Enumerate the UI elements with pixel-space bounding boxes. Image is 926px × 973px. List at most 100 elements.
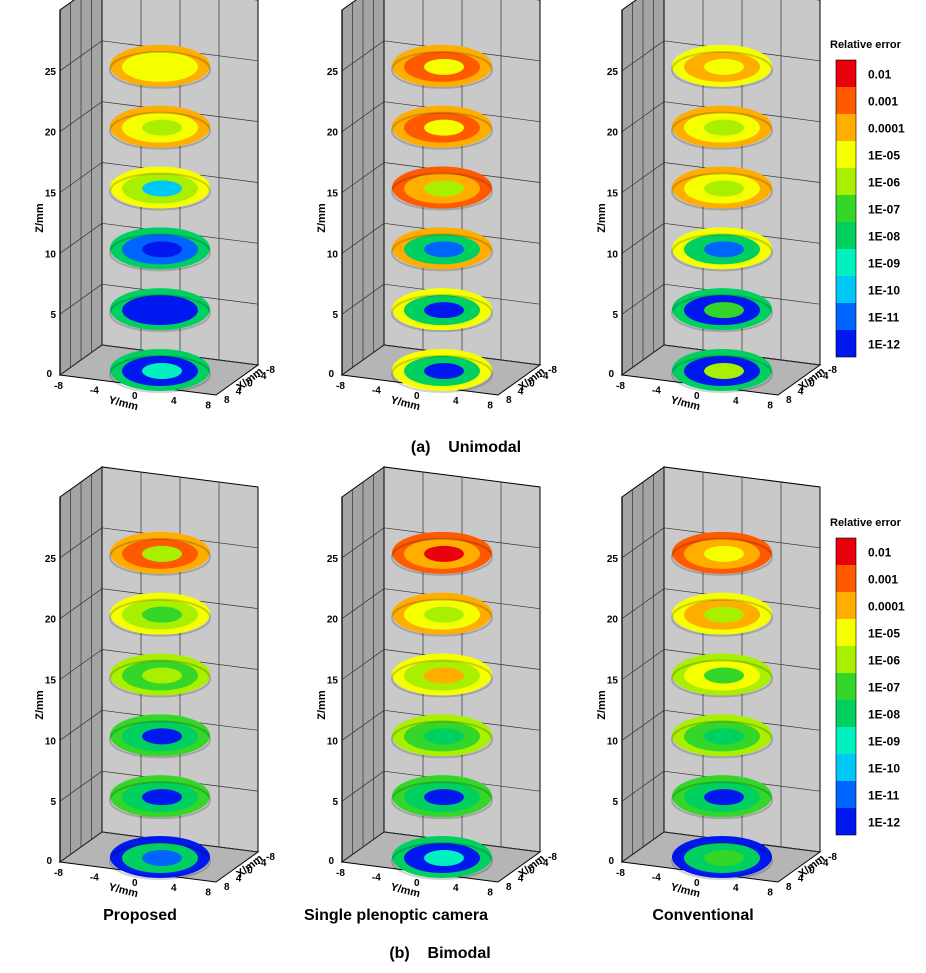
y-tick-label: 8 (767, 400, 773, 411)
slice-rim-shadow (671, 598, 773, 637)
x-tick-label: -8 (828, 365, 837, 376)
slice-core (142, 667, 182, 684)
x-tick-label: -4 (820, 858, 829, 869)
z-tick-label: 15 (327, 676, 339, 687)
x-tick-label: 8 (506, 882, 512, 893)
colorbar-frame (835, 537, 857, 836)
slice-rim-shadow (109, 111, 211, 150)
slice-core (142, 119, 182, 136)
y-tick-label: 8 (767, 887, 773, 898)
colorbar-level-label: 1E-11 (868, 789, 900, 803)
y-tick-label: -8 (336, 381, 345, 392)
caption-unimodal: (a) Unimodal (411, 439, 521, 456)
slice-core (704, 850, 744, 866)
colorbar-level-label: 1E-08 (868, 708, 900, 722)
slice-z0 (671, 836, 773, 880)
z-tick-label: 10 (45, 249, 57, 260)
colorbar-level-label: 1E-10 (868, 284, 900, 298)
y-tick-label: 4 (453, 396, 459, 407)
slice-rim-shadow (109, 720, 211, 759)
slice-z20 (391, 105, 493, 150)
z-tick-label: 10 (327, 249, 339, 260)
slice-core (704, 789, 744, 806)
colorbar-level-label: 0.01 (868, 68, 892, 82)
slice-core (142, 302, 182, 319)
slice-core (142, 180, 182, 197)
slice-z15 (109, 653, 211, 698)
slice-rim-shadow (391, 294, 493, 333)
z-tick-label: 25 (607, 67, 619, 78)
z-tick-label: 20 (327, 128, 339, 139)
colorbar-swatch (836, 249, 856, 276)
y-tick-label: -8 (616, 868, 625, 879)
slice-core (142, 58, 182, 75)
x-tick-label: 8 (224, 395, 230, 406)
colorbar-swatch (836, 114, 856, 141)
slice-rim-shadow (109, 233, 211, 272)
x-tick-label: 8 (224, 882, 230, 893)
x-tick-label: -4 (540, 371, 549, 382)
colorbar-swatch (836, 781, 856, 808)
slice-z20 (109, 105, 211, 150)
slice-core (142, 545, 182, 562)
colorbar-swatch (836, 727, 856, 754)
slice-core (424, 606, 464, 623)
colorbar-level-label: 1E-07 (868, 681, 900, 695)
z-axis-label: Z/mm (596, 690, 608, 720)
slice-z10 (391, 714, 493, 759)
slice-z25 (391, 531, 493, 576)
slice-z5 (391, 288, 493, 333)
x-tick-label: 0 (247, 866, 253, 877)
z-axis-label: Z/mm (316, 203, 328, 233)
colorbars-layer: Relative error 0.01 0.001 0.0001 1E-05 1E-06 1… (830, 39, 905, 836)
y-tick-label: 8 (487, 400, 493, 411)
slice-core (704, 58, 744, 75)
y-tick-label: 0 (694, 878, 700, 889)
y-tick-label: -8 (54, 381, 63, 392)
slice-rim-shadow (391, 598, 493, 637)
z-tick-label: 25 (327, 67, 339, 78)
x-tick-label: 4 (236, 387, 242, 398)
slice-z5 (109, 775, 211, 820)
slice-rim-shadow (109, 781, 211, 820)
z-axis-label: Z/mm (34, 203, 46, 233)
slice-rim-shadow (391, 720, 493, 759)
colorbar-swatch (836, 673, 856, 700)
colorbar-swatch (836, 619, 856, 646)
slice-z20 (109, 592, 211, 637)
slice-core (704, 363, 744, 379)
slice-rim-shadow (391, 233, 493, 272)
slice-z15 (391, 653, 493, 698)
y-tick-label: 8 (205, 400, 211, 411)
slice-z15 (391, 166, 493, 211)
colorbar-level-label: 1E-06 (868, 176, 900, 190)
colorbar-swatch (836, 754, 856, 781)
slice-rim-shadow (391, 842, 493, 880)
slice-core (704, 180, 744, 197)
x-tick-label: 0 (809, 866, 815, 877)
slice-core (704, 667, 744, 684)
slice-z5 (671, 775, 773, 820)
colorbar-swatch (836, 222, 856, 249)
colorbar-swatch (836, 330, 856, 357)
slice-rim-shadow (671, 233, 773, 272)
z-axis-label: Z/mm (316, 690, 328, 720)
slice-core (142, 728, 182, 745)
slice-rim-shadow (391, 172, 493, 211)
z-axis-label: Z/mm (34, 690, 46, 720)
slice-rim-shadow (391, 659, 493, 698)
slice-z0 (109, 836, 211, 880)
column-label-proposed: Proposed (103, 907, 177, 924)
y-tick-label: -4 (90, 386, 99, 397)
slice-rim-shadow (671, 781, 773, 820)
z-tick-label: 5 (332, 310, 338, 321)
z-tick-label: 0 (46, 856, 52, 867)
z-tick-label: 5 (50, 310, 56, 321)
z-tick-label: 25 (607, 554, 619, 565)
z-tick-label: 20 (45, 128, 57, 139)
x-tick-label: 0 (809, 379, 815, 390)
